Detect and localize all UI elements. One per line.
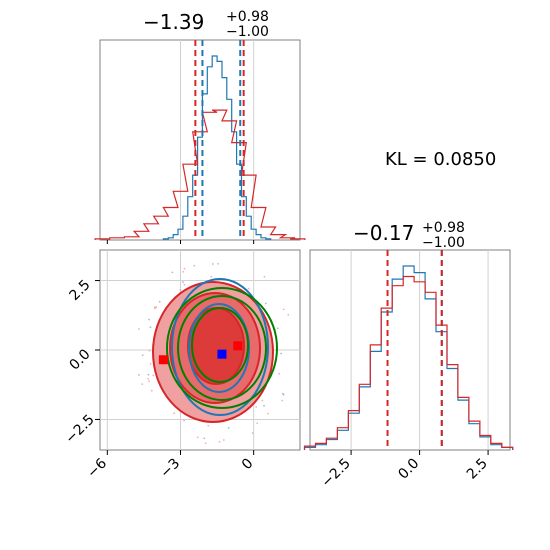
- scatter-point: [211, 263, 214, 265]
- right-histogram-title-plus: +0.98: [422, 220, 465, 236]
- right-histogram-panel: −2.5 0.0 2.5 −0.17 +0.98 −1.00: [303, 220, 514, 491]
- xtick-label-1-2: 0: [239, 456, 257, 474]
- xtick-label-2-0: −2.5: [319, 456, 354, 491]
- contour-ytick-label-0: −2.5: [62, 412, 97, 447]
- red-density-contours: [152, 281, 274, 423]
- blue-contour-inner: [188, 303, 250, 393]
- scatter-point: [153, 306, 156, 309]
- blue-density-contours: [171, 278, 269, 416]
- scatter-point: [152, 374, 155, 377]
- histogram-series-0-0: [162, 55, 272, 240]
- scatter-point: [267, 412, 269, 415]
- green-contour-1: [166, 287, 278, 409]
- scatter-point: [147, 373, 150, 376]
- scatter-point: [179, 289, 182, 291]
- scatter-point: [207, 424, 210, 427]
- scatter-point: [247, 287, 250, 290]
- scatter-point: [196, 436, 199, 439]
- scatter-point: [150, 389, 153, 392]
- xtick-label-2-1: 0.0: [395, 456, 422, 483]
- top-histogram-panel: −1.39 +0.98 −1.00: [94, 9, 306, 244]
- scatter-point: [138, 328, 140, 330]
- scatter-point: [158, 300, 161, 303]
- scatter-point: [287, 313, 290, 316]
- scatter-point: [149, 326, 152, 329]
- scatter-point: [183, 267, 186, 270]
- scatter-point: [278, 372, 281, 375]
- right-histogram-xticks: −2.5 0.0 2.5: [319, 450, 491, 491]
- contour-ytick-label-1: 0.0: [67, 346, 94, 373]
- scatter-point: [264, 302, 267, 305]
- histogram-series-0-1: [94, 109, 306, 240]
- scatter-point: [182, 281, 185, 283]
- top-histogram-frame: [99, 39, 301, 241]
- scatter-point: [182, 270, 185, 273]
- histogram-series-2-0: [303, 265, 514, 450]
- scatter-point: [148, 349, 151, 352]
- top-histogram-grid: [179, 40, 255, 240]
- contour-marker-2: [233, 341, 243, 351]
- contour-yticks: −2.5 0.0 2.5: [62, 277, 100, 447]
- xtick-label-2-2: 2.5: [464, 456, 491, 483]
- scatter-point: [255, 406, 258, 408]
- top-histogram-title-plus: +0.98: [226, 9, 269, 25]
- scatter-point: [280, 352, 282, 355]
- scatter-point: [227, 427, 230, 429]
- scatter-point: [155, 306, 158, 309]
- scatter-point: [263, 275, 266, 278]
- scatter-point: [256, 422, 259, 425]
- scatter-point: [141, 354, 144, 356]
- scatter-point: [171, 271, 174, 274]
- scatter-point: [147, 378, 150, 380]
- right-histogram-quantiles: [386, 250, 443, 450]
- top-histogram-series: [94, 55, 306, 240]
- right-histogram-title: −0.17: [353, 221, 414, 245]
- scatter-point: [276, 327, 279, 330]
- scatter-point: [251, 432, 254, 434]
- scatter-point: [173, 412, 176, 415]
- scatter-point: [204, 442, 207, 445]
- scatter-point: [148, 318, 151, 321]
- green-contour-2: [177, 295, 267, 401]
- scatter-point: [263, 404, 265, 407]
- top-histogram-title-minus: −1.00: [226, 24, 269, 40]
- top-histogram-xticks: [106, 240, 255, 244]
- scatter-point: [148, 380, 151, 383]
- scatter-point: [210, 275, 213, 278]
- top-histogram-title: −1.39: [143, 10, 204, 34]
- scatter-point: [282, 308, 285, 311]
- blue-contour-outer: [171, 278, 269, 416]
- scatter-point: [218, 441, 221, 443]
- xtick-label-1-1: −3: [157, 456, 183, 482]
- scatter-point: [183, 419, 186, 422]
- contour-markers: [158, 341, 243, 365]
- green-contour-3: [191, 307, 249, 383]
- scatter-point: [281, 399, 284, 402]
- contour-xticks: −6 −3 0: [84, 450, 256, 481]
- scatter-point: [138, 374, 140, 376]
- right-histogram-grid: [350, 250, 489, 450]
- histogram-series-2-1: [303, 275, 514, 450]
- xtick-label-1-0: −6: [84, 455, 110, 481]
- contour-ytick-label-2: 2.5: [67, 277, 94, 304]
- right-histogram-series: [303, 265, 514, 450]
- contour-marker-0: [217, 349, 227, 359]
- scatter-point: [193, 264, 196, 267]
- contour-marker-1: [158, 355, 168, 365]
- top-histogram-quantiles: [194, 40, 245, 240]
- scatter-point: [141, 383, 144, 385]
- right-histogram-frame: [309, 249, 511, 451]
- scatter-point: [261, 399, 264, 402]
- scatter-point: [203, 437, 206, 440]
- scatter-point: [222, 439, 225, 441]
- kl-label: KL = 0.0850: [385, 149, 496, 170]
- contour-panel: −6 −3 0 −2.5 0.0 2.5: [62, 249, 301, 481]
- scatter-point: [282, 393, 285, 396]
- green-gaussian-contours: [166, 287, 278, 409]
- scatter-point: [183, 283, 186, 286]
- scatter-point: [217, 262, 220, 265]
- scatter-point: [149, 363, 152, 365]
- right-histogram-title-minus: −1.00: [422, 235, 465, 251]
